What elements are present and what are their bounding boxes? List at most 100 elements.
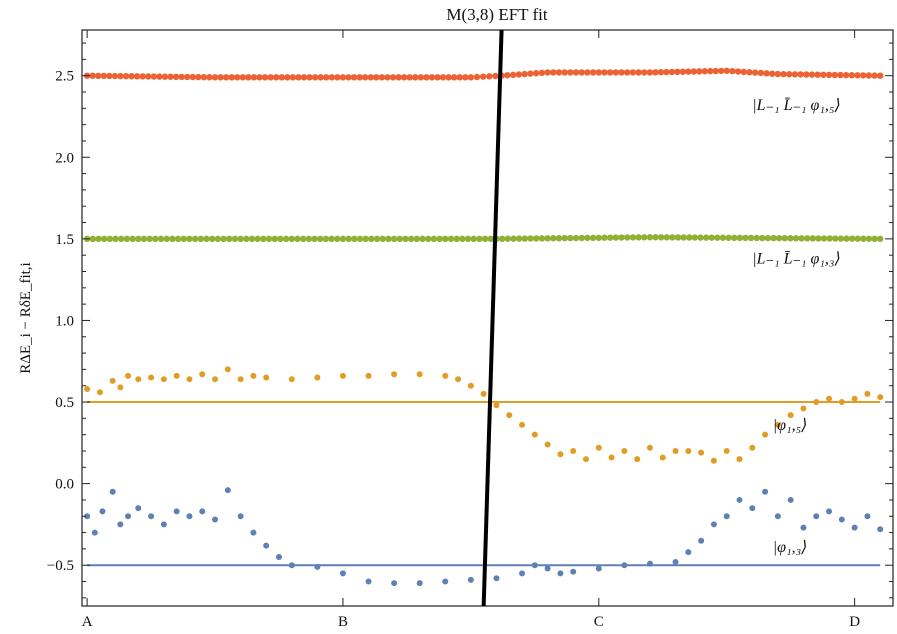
data-point bbox=[334, 74, 341, 81]
data-point bbox=[212, 376, 219, 383]
data-point bbox=[470, 235, 477, 243]
data-point bbox=[261, 74, 269, 81]
data-point bbox=[686, 234, 693, 241]
x-tick-label: A bbox=[82, 614, 93, 630]
data-point bbox=[288, 235, 295, 243]
data-point bbox=[629, 69, 637, 76]
data-point bbox=[550, 69, 557, 76]
data-point bbox=[135, 505, 142, 512]
data-point bbox=[214, 235, 222, 243]
data-point bbox=[282, 235, 290, 243]
data-point bbox=[764, 234, 772, 242]
data-point bbox=[339, 74, 347, 81]
data-point bbox=[186, 513, 193, 520]
data-point bbox=[365, 578, 372, 585]
data-point bbox=[567, 69, 574, 76]
data-point bbox=[538, 69, 546, 77]
data-point bbox=[199, 371, 206, 378]
data-point bbox=[813, 513, 820, 520]
series-3 bbox=[84, 487, 884, 587]
data-point bbox=[133, 73, 141, 80]
data-point bbox=[145, 73, 152, 80]
data-point bbox=[509, 71, 517, 79]
data-point bbox=[459, 235, 466, 243]
data-point bbox=[612, 69, 620, 76]
data-point bbox=[322, 235, 330, 243]
data-point bbox=[173, 508, 180, 515]
data-point bbox=[406, 74, 413, 81]
data-point bbox=[612, 234, 620, 241]
series-2 bbox=[84, 366, 884, 464]
data-point bbox=[561, 234, 568, 242]
data-point bbox=[89, 72, 96, 79]
data-point bbox=[299, 235, 307, 243]
data-point bbox=[239, 74, 247, 81]
data-point bbox=[723, 67, 730, 74]
data-point bbox=[685, 447, 692, 454]
data-point bbox=[646, 444, 653, 451]
data-point bbox=[220, 235, 227, 243]
data-point bbox=[267, 74, 274, 81]
data-point bbox=[668, 68, 676, 76]
data-point bbox=[480, 390, 487, 397]
data-point bbox=[763, 70, 770, 77]
data-point bbox=[696, 68, 703, 75]
data-point bbox=[582, 456, 589, 463]
data-point bbox=[657, 234, 665, 241]
data-point bbox=[317, 235, 324, 243]
data-point bbox=[697, 234, 704, 241]
data-point bbox=[791, 71, 799, 78]
data-point bbox=[493, 575, 500, 582]
data-point bbox=[439, 74, 447, 81]
data-point bbox=[412, 74, 419, 81]
data-point bbox=[174, 235, 182, 243]
data-point bbox=[701, 68, 708, 75]
data-point bbox=[646, 69, 654, 76]
data-point bbox=[135, 376, 142, 383]
data-point bbox=[674, 68, 681, 76]
data-point bbox=[361, 74, 369, 81]
data-point bbox=[100, 235, 108, 243]
data-point bbox=[89, 235, 97, 243]
data-point bbox=[768, 70, 776, 77]
data-point bbox=[544, 441, 551, 448]
data-point bbox=[774, 421, 781, 428]
data-point bbox=[273, 74, 280, 81]
data-point bbox=[167, 73, 174, 80]
data-point bbox=[848, 235, 856, 242]
data-point bbox=[203, 235, 210, 243]
data-point bbox=[685, 68, 692, 75]
data-point bbox=[467, 576, 474, 583]
data-point bbox=[557, 570, 564, 577]
data-point bbox=[250, 74, 258, 81]
data-point bbox=[781, 234, 788, 242]
data-point bbox=[91, 529, 98, 536]
y-axis-label: RΔE_i − RδE_fit,i bbox=[18, 262, 34, 373]
data-point bbox=[746, 69, 753, 76]
data-point bbox=[250, 529, 257, 536]
data-point bbox=[854, 72, 861, 79]
data-point bbox=[757, 69, 765, 77]
data-point bbox=[389, 74, 397, 81]
data-point bbox=[690, 68, 698, 75]
data-point bbox=[148, 374, 155, 381]
data-point bbox=[184, 73, 191, 81]
data-point bbox=[718, 67, 725, 75]
data-point bbox=[125, 372, 132, 379]
data-point bbox=[189, 73, 196, 81]
data-point bbox=[510, 235, 517, 242]
data-point bbox=[197, 235, 205, 243]
data-point bbox=[160, 376, 167, 383]
data-point bbox=[400, 74, 408, 81]
data-point bbox=[129, 235, 136, 243]
data-point bbox=[339, 570, 346, 577]
data-point bbox=[254, 235, 261, 243]
data-point bbox=[289, 74, 297, 81]
data-point bbox=[624, 234, 631, 241]
data-point bbox=[442, 235, 449, 243]
data-point bbox=[195, 73, 202, 81]
state-label: |L₋₁ L̄₋₁ φ₁,₃⟩ bbox=[752, 250, 840, 267]
data-point bbox=[851, 524, 858, 531]
data-point bbox=[95, 72, 102, 80]
